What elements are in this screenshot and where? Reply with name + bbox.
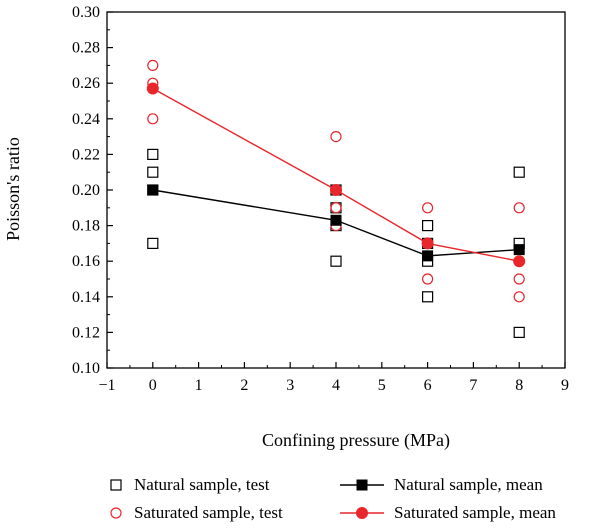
series-2 — [147, 184, 525, 262]
test-point — [422, 291, 434, 303]
x-tick-label: 0 — [149, 377, 157, 394]
test-point — [147, 166, 159, 178]
legend-label: Natural sample, mean — [394, 475, 543, 494]
y-tick-label: 0.10 — [72, 360, 100, 377]
x-tick-label: 2 — [240, 377, 248, 394]
legend-item-2: Natural sample, mean — [340, 475, 543, 494]
legend-marker — [110, 507, 122, 519]
test-point — [147, 113, 159, 125]
test-point — [330, 255, 342, 267]
test-point — [422, 273, 434, 285]
y-axis-label: Poisson's ratio — [3, 137, 23, 241]
test-point — [330, 131, 342, 143]
y-tick-label: 0.12 — [72, 324, 100, 341]
test-point — [147, 148, 159, 160]
mean-line — [152, 87, 520, 262]
test-point — [147, 237, 159, 249]
x-axis-label: Confining pressure (MPa) — [262, 430, 450, 451]
y-tick-label: 0.22 — [72, 146, 100, 163]
y-tick-label: 0.30 — [72, 4, 100, 21]
x-tick-label: 6 — [424, 377, 432, 394]
test-point — [330, 202, 342, 214]
legend-marker — [356, 507, 368, 519]
series-layer — [146, 59, 526, 338]
x-tick-label: 9 — [561, 377, 569, 394]
x-tick-label: −1 — [98, 377, 115, 394]
mean-point — [422, 250, 434, 262]
test-point — [513, 166, 525, 178]
x-axis: −1 0 1 2 3 4 5 6 7 8 9 — [98, 362, 569, 394]
mean-point — [146, 82, 159, 95]
test-point — [513, 291, 525, 303]
mean-point — [330, 214, 342, 226]
y-tick-label: 0.14 — [72, 289, 100, 306]
test-point — [422, 220, 434, 232]
test-point — [513, 202, 525, 214]
mean-point — [147, 184, 159, 196]
legend-marker — [356, 479, 368, 491]
test-point — [513, 273, 525, 285]
x-tick-label: 4 — [332, 377, 340, 394]
mean-point — [513, 255, 526, 268]
series-3 — [146, 82, 526, 268]
mean-point — [330, 184, 342, 196]
y-axis: 0.10 0.12 0.14 0.16 0.18 0.20 0.22 0.24 0.26 0.28… — [72, 4, 113, 377]
y-tick-label: 0.24 — [72, 111, 100, 128]
legend: Natural sample, test Saturated sample, te… — [110, 475, 556, 522]
y-tick-label: 0.20 — [72, 182, 100, 199]
series-0 — [147, 148, 525, 338]
x-tick-label: 5 — [378, 377, 386, 394]
test-point — [147, 59, 159, 72]
x-tick-label: 7 — [469, 377, 477, 394]
x-tick-label: 8 — [515, 377, 523, 394]
mean-point — [421, 237, 434, 250]
y-tick-label: 0.26 — [72, 75, 100, 92]
legend-item-1: Saturated sample, test — [110, 503, 283, 522]
legend-item-3: Saturated sample, mean — [340, 503, 556, 522]
test-point — [513, 326, 525, 338]
y-tick-label: 0.18 — [72, 218, 100, 235]
legend-label: Natural sample, test — [134, 475, 270, 494]
legend-label: Saturated sample, mean — [394, 503, 556, 522]
series-1 — [147, 59, 525, 303]
legend-label: Saturated sample, test — [134, 503, 283, 522]
legend-marker — [110, 479, 122, 491]
test-point — [422, 202, 434, 214]
mean-point — [513, 244, 525, 256]
y-tick-label: 0.28 — [72, 40, 100, 57]
x-tick-label: 1 — [195, 377, 203, 394]
legend-item-0: Natural sample, test — [110, 475, 270, 494]
y-tick-label: 0.16 — [72, 253, 100, 270]
x-tick-label: 3 — [286, 377, 294, 394]
